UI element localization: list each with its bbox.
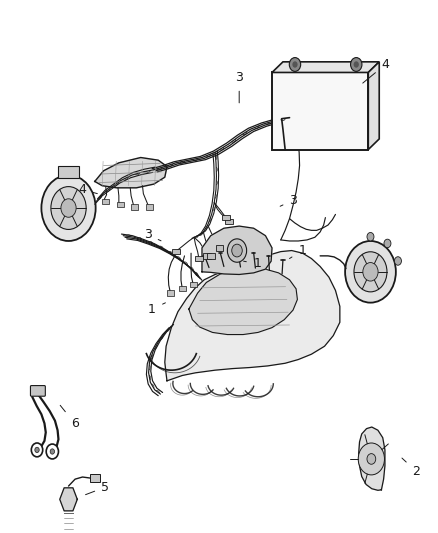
Circle shape	[394, 257, 400, 265]
Circle shape	[50, 449, 54, 454]
Text: 5: 5	[85, 481, 109, 495]
Circle shape	[61, 199, 76, 217]
Polygon shape	[225, 219, 233, 224]
Circle shape	[353, 61, 358, 68]
Text: 3: 3	[235, 71, 243, 103]
Circle shape	[46, 444, 58, 459]
Polygon shape	[164, 251, 339, 381]
Circle shape	[362, 263, 377, 281]
Text: 1: 1	[289, 244, 305, 259]
Circle shape	[227, 239, 246, 262]
Circle shape	[35, 447, 39, 453]
Polygon shape	[131, 204, 138, 209]
Polygon shape	[95, 158, 166, 188]
Polygon shape	[117, 202, 124, 207]
Circle shape	[357, 443, 384, 475]
Polygon shape	[102, 199, 109, 204]
Circle shape	[289, 58, 300, 71]
Circle shape	[344, 241, 395, 303]
Polygon shape	[222, 215, 230, 220]
Text: 4: 4	[362, 58, 389, 83]
FancyBboxPatch shape	[89, 474, 100, 482]
Circle shape	[366, 232, 373, 241]
FancyBboxPatch shape	[57, 166, 79, 177]
Polygon shape	[145, 204, 152, 209]
Circle shape	[383, 239, 390, 248]
FancyBboxPatch shape	[30, 385, 45, 396]
Text: 3: 3	[144, 228, 161, 241]
Text: 1: 1	[148, 303, 165, 316]
Polygon shape	[272, 62, 378, 72]
Circle shape	[51, 187, 86, 229]
Text: 2: 2	[401, 458, 419, 478]
Circle shape	[292, 61, 297, 68]
Text: 3: 3	[279, 193, 297, 207]
Polygon shape	[367, 62, 378, 150]
Circle shape	[350, 58, 361, 71]
Polygon shape	[60, 488, 77, 511]
Circle shape	[231, 244, 242, 257]
Polygon shape	[215, 245, 223, 251]
Polygon shape	[201, 226, 272, 274]
Text: 4: 4	[78, 183, 97, 196]
Polygon shape	[272, 72, 367, 150]
Circle shape	[41, 175, 95, 241]
Circle shape	[31, 443, 42, 457]
Text: 6: 6	[60, 405, 78, 430]
Polygon shape	[194, 256, 202, 261]
Polygon shape	[206, 253, 214, 259]
Polygon shape	[203, 253, 211, 259]
Polygon shape	[358, 427, 384, 490]
Polygon shape	[171, 249, 179, 254]
Circle shape	[353, 252, 386, 292]
Polygon shape	[166, 290, 173, 296]
Text: 1: 1	[243, 257, 261, 270]
Polygon shape	[178, 286, 185, 292]
Circle shape	[366, 454, 375, 464]
Polygon shape	[188, 268, 297, 335]
Polygon shape	[189, 282, 196, 287]
